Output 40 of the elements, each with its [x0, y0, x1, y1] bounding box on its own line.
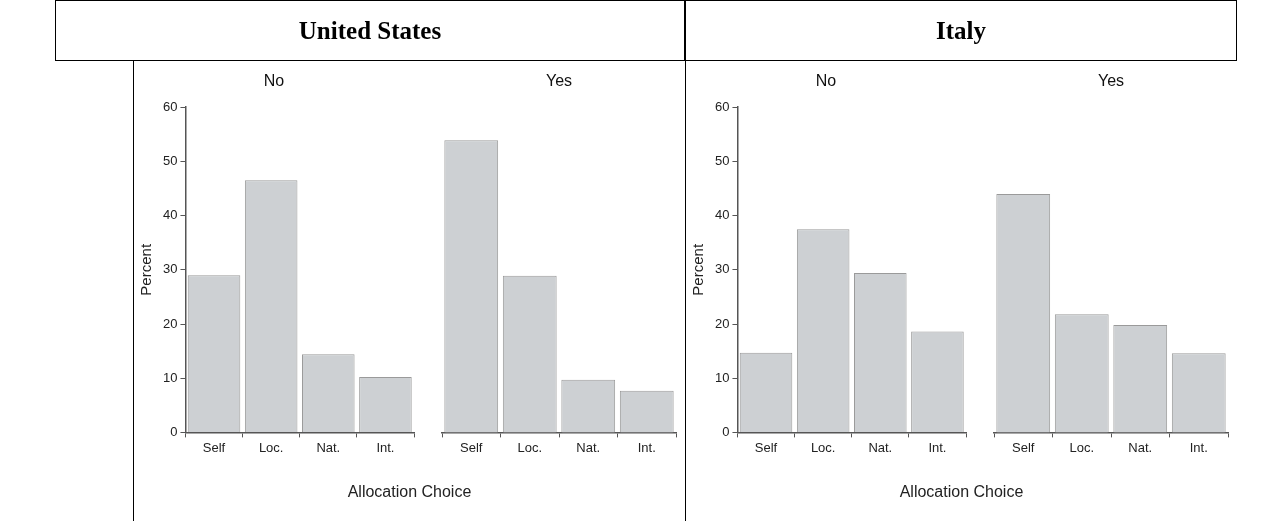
y-tick-label: 0 [170, 423, 178, 439]
y-tick-label: 30 [162, 261, 178, 277]
x-tick-label: Loc. [517, 439, 543, 455]
x-tick-label: Self [754, 439, 778, 455]
y-tick-label: 60 [714, 98, 730, 114]
y-tick-label: 30 [714, 261, 730, 277]
x-axis-title: Allocation Choice [898, 483, 1025, 501]
y-axis-title: Percent [689, 243, 707, 296]
y-tick-label: 50 [162, 152, 178, 168]
x-tick-label: Loc. [810, 439, 836, 455]
y-tick-label: 20 [714, 315, 730, 331]
chart-subtitle: Yes [545, 72, 573, 90]
y-tick-label: 10 [162, 369, 178, 385]
y-tick-label: 50 [714, 152, 730, 168]
x-tick-label: Nat. [868, 439, 893, 455]
x-tick-label: Int. [1189, 439, 1208, 455]
x-tick-label: Loc. [258, 439, 284, 455]
x-tick-label: Int. [637, 439, 656, 455]
x-axis-title: Allocation Choice [346, 483, 473, 501]
y-axis-title: Percent [137, 243, 155, 296]
chart-title: Italy [685, 0, 1237, 61]
y-tick-label: 20 [162, 315, 178, 331]
chart-title: United States [55, 0, 685, 61]
x-tick-label: Self [460, 439, 483, 455]
y-tick-label: 40 [162, 207, 178, 223]
y-tick-label: 10 [714, 369, 730, 385]
y-tick-label: 60 [162, 98, 178, 114]
y-tick-label: 0 [722, 423, 730, 439]
x-tick-label: Nat. [1128, 439, 1153, 455]
chart-subtitle: No [263, 72, 285, 90]
x-tick-label: Int. [928, 439, 947, 455]
y-tick-label: 40 [714, 207, 730, 223]
x-tick-label: Nat. [576, 439, 601, 455]
x-tick-label: Self [1012, 439, 1035, 455]
x-tick-label: Self [202, 439, 226, 455]
x-tick-label: Nat. [316, 439, 341, 455]
chart-subtitle: No [815, 72, 837, 90]
chart-subtitle: Yes [1097, 72, 1125, 90]
x-tick-label: Loc. [1069, 439, 1095, 455]
x-tick-label: Int. [376, 439, 395, 455]
